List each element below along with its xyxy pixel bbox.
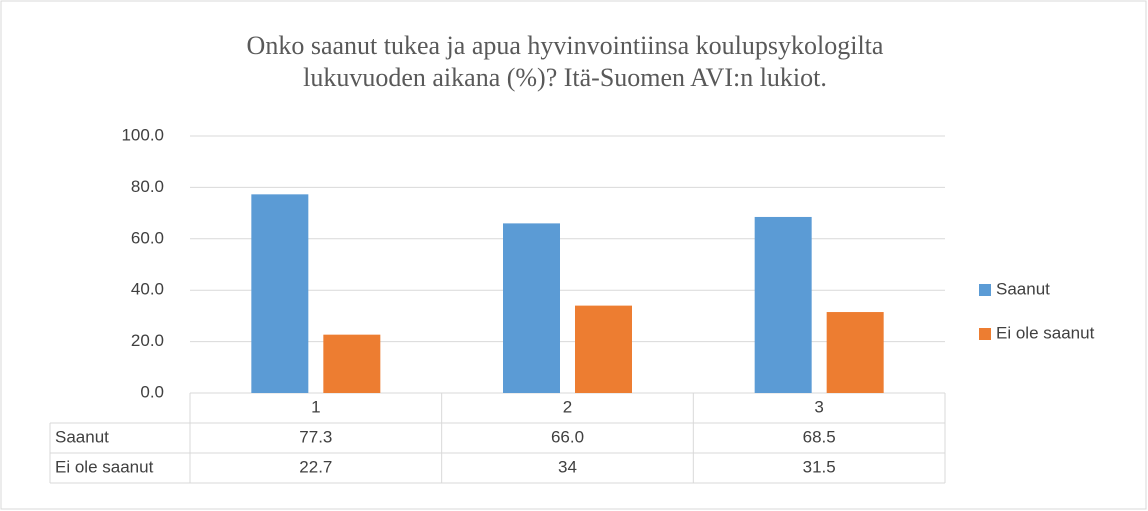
table-cell: 77.3: [299, 427, 332, 446]
legend-swatch: [979, 284, 991, 296]
bar: [503, 223, 560, 393]
bar: [575, 305, 632, 393]
table-cell: 31.5: [803, 457, 836, 476]
legend-label: Ei ole saanut: [996, 323, 1095, 342]
x-tick-label: 1: [311, 397, 320, 416]
bar: [826, 312, 884, 393]
legend-swatch: [979, 328, 991, 340]
chart-title: Onko saanut tukea ja apua hyvinvointiins…: [247, 31, 884, 92]
table-cell: 68.5: [803, 427, 836, 446]
x-tick-label: 3: [814, 397, 823, 416]
bar: [323, 334, 381, 393]
table-row-label: Saanut: [55, 427, 109, 446]
y-tick-label: 40.0: [131, 280, 164, 299]
y-tick-label: 60.0: [131, 228, 164, 247]
table-row-label: Ei ole saanut: [55, 457, 154, 476]
table-cell: 22.7: [299, 457, 332, 476]
table-cell: 34: [558, 457, 577, 476]
y-tick-label: 80.0: [131, 177, 164, 196]
bar: [251, 194, 309, 393]
table-cell: 66.0: [551, 427, 584, 446]
bar: [754, 216, 812, 393]
x-tick-label: 2: [563, 397, 572, 416]
y-tick-label: 20.0: [131, 331, 164, 350]
y-tick-label: 0.0: [140, 382, 164, 401]
legend-label: Saanut: [996, 279, 1050, 298]
y-tick-label: 100.0: [121, 125, 164, 144]
